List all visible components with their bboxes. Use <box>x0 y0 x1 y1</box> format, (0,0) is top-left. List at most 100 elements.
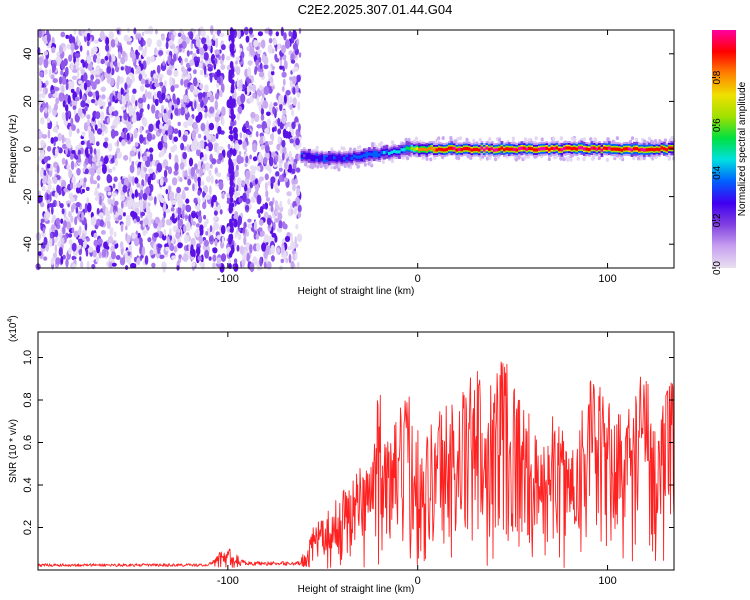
noise-cell <box>60 60 66 70</box>
noise-cell <box>100 230 106 235</box>
noise-cell <box>290 260 295 270</box>
noise-cell <box>193 173 198 183</box>
noise-cell <box>268 28 273 36</box>
noise-cell <box>291 121 296 130</box>
noise-cell <box>297 204 302 213</box>
signal-cell <box>528 146 531 150</box>
noise-cell <box>151 218 154 225</box>
noise-cell <box>292 75 297 85</box>
noise-cell <box>79 89 83 100</box>
signal-cell <box>655 147 659 151</box>
noise-cell <box>246 252 250 263</box>
signal-cell <box>623 147 626 151</box>
noise-cell <box>53 136 59 142</box>
noise-cell <box>168 239 171 247</box>
noise-cell <box>283 32 287 41</box>
signal-halo <box>582 157 586 161</box>
noise-cell <box>125 225 128 231</box>
noise-cell <box>205 194 211 200</box>
noise-cell <box>117 181 123 192</box>
signal-cell <box>355 155 359 159</box>
signal-cell <box>640 147 644 152</box>
noise-cell <box>146 56 151 66</box>
signal-halo <box>591 156 595 161</box>
signal-halo <box>381 159 385 164</box>
signal-cell <box>303 154 306 158</box>
noise-cell <box>68 169 73 179</box>
noise-cell <box>201 107 205 112</box>
noise-cell <box>200 122 206 132</box>
signal-cell <box>470 148 474 152</box>
noise-cell <box>257 90 262 97</box>
noise-cell <box>292 183 296 192</box>
noise-cell <box>120 194 125 202</box>
noise-cell <box>162 159 169 168</box>
signal-cell <box>580 146 584 150</box>
noise-cell <box>151 104 156 114</box>
noise-cell <box>107 154 113 159</box>
noise-cell <box>126 76 131 85</box>
signal-cell <box>638 148 641 152</box>
y-tick-label: 0 <box>22 146 34 152</box>
signal-halo <box>562 157 566 162</box>
noise-cell <box>144 89 148 98</box>
signal-halo <box>671 156 676 161</box>
noise-cell <box>174 84 179 89</box>
noise-cell <box>239 132 243 139</box>
noise-cell <box>264 127 270 135</box>
noise-cell <box>229 189 233 196</box>
colorbar-tick-label: 0.0 <box>712 261 723 275</box>
noise-cell <box>263 157 268 165</box>
noise-cell <box>287 198 291 205</box>
signal-cell <box>585 147 589 151</box>
noise-cell <box>245 155 249 164</box>
noise-cell <box>275 188 280 194</box>
noise-cell <box>284 161 288 170</box>
noise-cell <box>126 123 132 131</box>
noise-cell <box>278 167 283 172</box>
noise-cell <box>126 234 131 244</box>
noise-cell <box>245 120 250 129</box>
noise-cell <box>171 213 175 221</box>
noise-cell <box>100 111 105 120</box>
noise-cell <box>232 263 236 270</box>
noise-cell <box>238 151 242 156</box>
noise-cell <box>254 183 259 190</box>
noise-cell <box>77 244 82 249</box>
noise-cell <box>38 155 43 162</box>
noise-cell <box>197 103 202 114</box>
signal-cell <box>630 148 634 152</box>
signal-cell <box>430 146 434 150</box>
noise-cell <box>289 96 293 104</box>
noise-cell <box>214 238 218 247</box>
colorbar: 0.0 0.2 0.4 0.6 0.8 Normalized spectral ampl… <box>712 30 748 275</box>
noise-cell <box>296 261 300 268</box>
noise-cell <box>212 247 218 254</box>
signal-halo <box>337 167 341 172</box>
noise-cell <box>260 230 265 237</box>
signal-cell <box>490 147 494 151</box>
noise-cell <box>140 169 146 179</box>
noise-cell <box>48 104 52 114</box>
noise-cell <box>134 189 138 198</box>
noise-cell <box>117 75 121 83</box>
signal-cell <box>538 147 541 151</box>
noise-cell <box>122 212 126 217</box>
noise-cell <box>131 193 135 199</box>
noise-cell <box>105 206 109 217</box>
noise-cell <box>232 158 237 166</box>
noise-cell <box>92 249 97 258</box>
noise-cell <box>51 46 56 54</box>
noise-cell <box>281 139 286 148</box>
noise-cell <box>40 117 45 125</box>
noise-cell <box>247 218 252 223</box>
noise-cell <box>153 196 157 205</box>
noise-cell <box>108 199 114 205</box>
noise-cell <box>141 31 145 37</box>
noise-cell <box>157 243 163 249</box>
noise-cell <box>247 60 253 66</box>
noise-cell <box>243 235 247 246</box>
noise-cell <box>73 230 79 238</box>
noise-cell <box>192 88 199 95</box>
signal-cell <box>383 151 386 155</box>
